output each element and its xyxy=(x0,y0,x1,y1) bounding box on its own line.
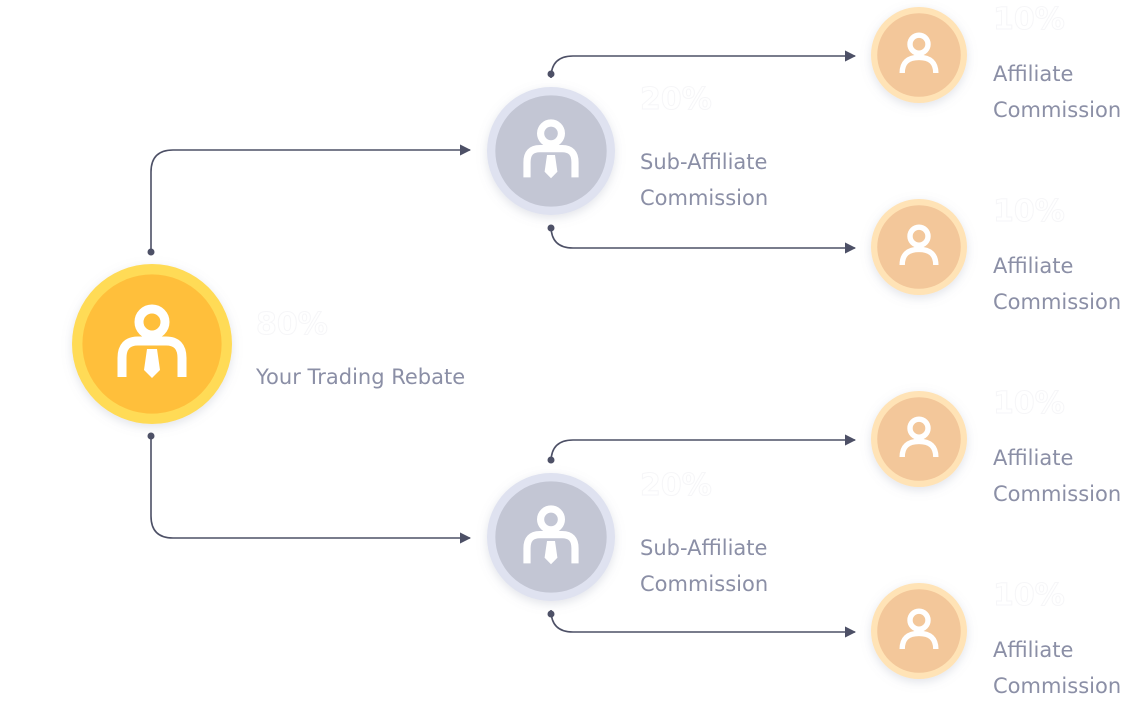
sub-affiliate-label: Commission xyxy=(640,572,768,596)
sub-affiliate-label: Sub-Affiliate xyxy=(640,536,767,560)
affiliate-label: Affiliate xyxy=(993,638,1073,662)
affiliate-label: Affiliate xyxy=(993,446,1073,470)
sub-affiliate-percent: 20% xyxy=(640,468,712,503)
affiliate-label: Commission xyxy=(993,674,1121,698)
user-icon xyxy=(899,416,939,458)
user-icon xyxy=(899,32,939,74)
affiliate-node-2 xyxy=(871,199,967,295)
affiliate-percent: 10% xyxy=(993,578,1065,613)
sub-2-to-affiliate-4-arrow xyxy=(550,609,857,638)
affiliate-label: Commission xyxy=(993,290,1121,314)
root-label: Your Trading Rebate xyxy=(255,365,465,389)
user-tie-icon xyxy=(523,505,579,565)
affiliate-label: Affiliate xyxy=(993,254,1073,278)
affiliate-label: Commission xyxy=(993,482,1121,506)
affiliate-percent: 10% xyxy=(993,194,1065,229)
sub-affiliate-label: Sub-Affiliate xyxy=(640,150,767,174)
sub-1-to-affiliate-2-arrow xyxy=(550,225,857,254)
affiliate-label: Commission xyxy=(993,98,1121,122)
user-icon xyxy=(899,224,939,266)
affiliate-label: Affiliate xyxy=(993,62,1073,86)
root-to-sub-2-arrow xyxy=(150,436,472,544)
sub-affiliate-label: Commission xyxy=(640,186,768,210)
affiliate-percent: 10% xyxy=(993,2,1065,37)
user-tie-icon xyxy=(117,304,187,378)
user-tie-icon xyxy=(523,119,579,179)
root-percent: 80% xyxy=(256,307,328,342)
user-icon xyxy=(899,608,939,650)
sub-affiliate-percent: 20% xyxy=(640,82,712,117)
affiliate-percent: 10% xyxy=(993,386,1065,421)
affiliate-node-4 xyxy=(871,583,967,679)
affiliate-node-3 xyxy=(871,391,967,487)
root-node xyxy=(72,264,232,424)
affiliate-node-1 xyxy=(871,7,967,103)
sub-2-to-affiliate-3-arrow xyxy=(550,434,857,463)
root-to-sub-1-arrow xyxy=(150,144,472,252)
sub-affiliate-node-1 xyxy=(487,87,615,215)
sub-1-to-affiliate-1-arrow xyxy=(550,50,857,79)
sub-affiliate-node-2 xyxy=(487,473,615,601)
